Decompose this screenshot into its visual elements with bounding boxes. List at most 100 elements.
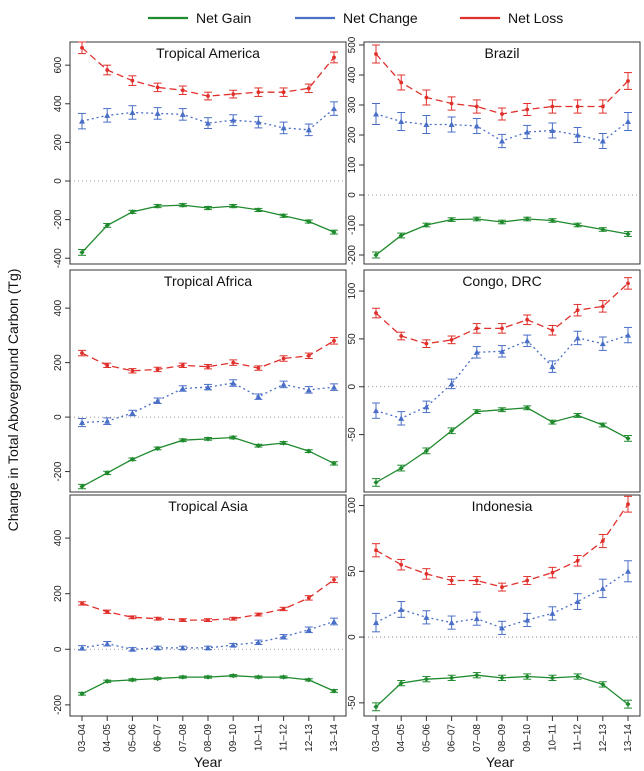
data-point [474, 104, 479, 109]
legend-label: Net Change [343, 10, 418, 26]
y-tick-label: -200 [53, 461, 64, 481]
panel-title: Congo, DRC [462, 273, 541, 289]
y-tick-label: 400 [347, 66, 358, 83]
data-point [129, 677, 135, 683]
data-point [155, 367, 160, 372]
data-point [255, 443, 261, 449]
data-point [499, 407, 505, 413]
series-line [375, 53, 629, 115]
data-point [306, 86, 311, 91]
panel-frame [363, 41, 641, 265]
series-net-gain [78, 434, 338, 490]
series-net-loss [78, 41, 338, 101]
data-point [448, 121, 455, 127]
data-point [398, 118, 405, 124]
data-point [424, 572, 429, 576]
data-point [256, 90, 261, 95]
y-tick-label: 0 [53, 414, 64, 420]
data-point [625, 231, 631, 237]
data-point [230, 117, 237, 123]
panel-tropical-america: Tropical America -400 -200 0 200 400 600 [53, 41, 347, 268]
data-point [130, 78, 135, 83]
y-tick-label: -50 [347, 695, 358, 710]
data-point [256, 366, 261, 370]
series-line [81, 204, 335, 253]
data-point [550, 570, 555, 575]
data-point [600, 104, 605, 109]
data-point [424, 341, 429, 346]
data-point [129, 456, 135, 462]
data-point [399, 562, 404, 567]
series-line [375, 570, 629, 629]
panel-congo-drc: Congo, DRC -50 0 50 100 [347, 269, 641, 493]
series-line [81, 436, 335, 488]
data-point [179, 644, 186, 651]
data-point [281, 90, 286, 95]
data-point [306, 677, 312, 683]
data-point [373, 407, 379, 414]
data-point [550, 328, 555, 333]
legend-item-net-gain: Net Gain [148, 10, 251, 26]
data-point [423, 403, 430, 410]
data-point [206, 618, 210, 622]
data-point [155, 675, 161, 682]
panel-title: Tropical Africa [164, 273, 252, 289]
series-net-loss [372, 495, 632, 592]
panel-brazil: Brazil -200 -100 0 100 200 300 400 500 [347, 36, 641, 265]
data-point [373, 111, 379, 117]
data-point [599, 138, 606, 144]
y-tick-label: 0 [347, 192, 358, 198]
x-tick-label: 08–09 [497, 724, 508, 752]
data-point [599, 585, 606, 591]
x-tick-label: 06–07 [447, 724, 458, 752]
data-point [473, 615, 480, 622]
data-point [104, 418, 111, 424]
data-point [306, 595, 311, 600]
data-point [448, 619, 455, 626]
data-point [423, 222, 429, 228]
data-point [281, 440, 287, 446]
data-point [574, 132, 581, 138]
y-tick-label: 400 [53, 529, 64, 546]
data-point [180, 437, 186, 443]
data-point [626, 281, 630, 286]
data-point [423, 448, 429, 454]
x-tick-label: 09–10 [522, 724, 533, 752]
data-point [499, 675, 505, 681]
data-point [231, 92, 236, 97]
data-point [180, 618, 185, 622]
data-point [206, 364, 210, 369]
data-point [306, 353, 311, 358]
data-point [230, 642, 237, 648]
data-point [525, 578, 530, 583]
series-line [375, 407, 629, 483]
data-point [374, 52, 378, 56]
data-point [600, 681, 606, 688]
legend-label: Net Loss [508, 10, 563, 26]
y-tick-label: 200 [347, 126, 358, 143]
data-point [255, 393, 262, 400]
data-point [331, 384, 337, 390]
data-point [499, 138, 505, 144]
data-point [626, 79, 630, 83]
data-point [255, 119, 262, 125]
data-point [499, 624, 505, 631]
data-point [524, 216, 530, 222]
data-point [600, 422, 606, 428]
data-point [230, 434, 236, 441]
x-tick-label: 04–05 [102, 724, 113, 752]
data-point [231, 360, 236, 365]
panel-title: Tropical Asia [168, 498, 248, 514]
data-point [374, 548, 378, 553]
data-point [575, 673, 581, 680]
panel-frame [69, 269, 347, 493]
data-point [179, 111, 186, 117]
data-point [331, 229, 337, 235]
data-point [205, 674, 211, 680]
y-tick-label: 200 [53, 134, 64, 151]
data-point [280, 381, 287, 387]
data-point [499, 219, 505, 225]
data-point [256, 612, 261, 617]
y-tick-label: 400 [53, 299, 64, 316]
data-point [130, 615, 135, 620]
